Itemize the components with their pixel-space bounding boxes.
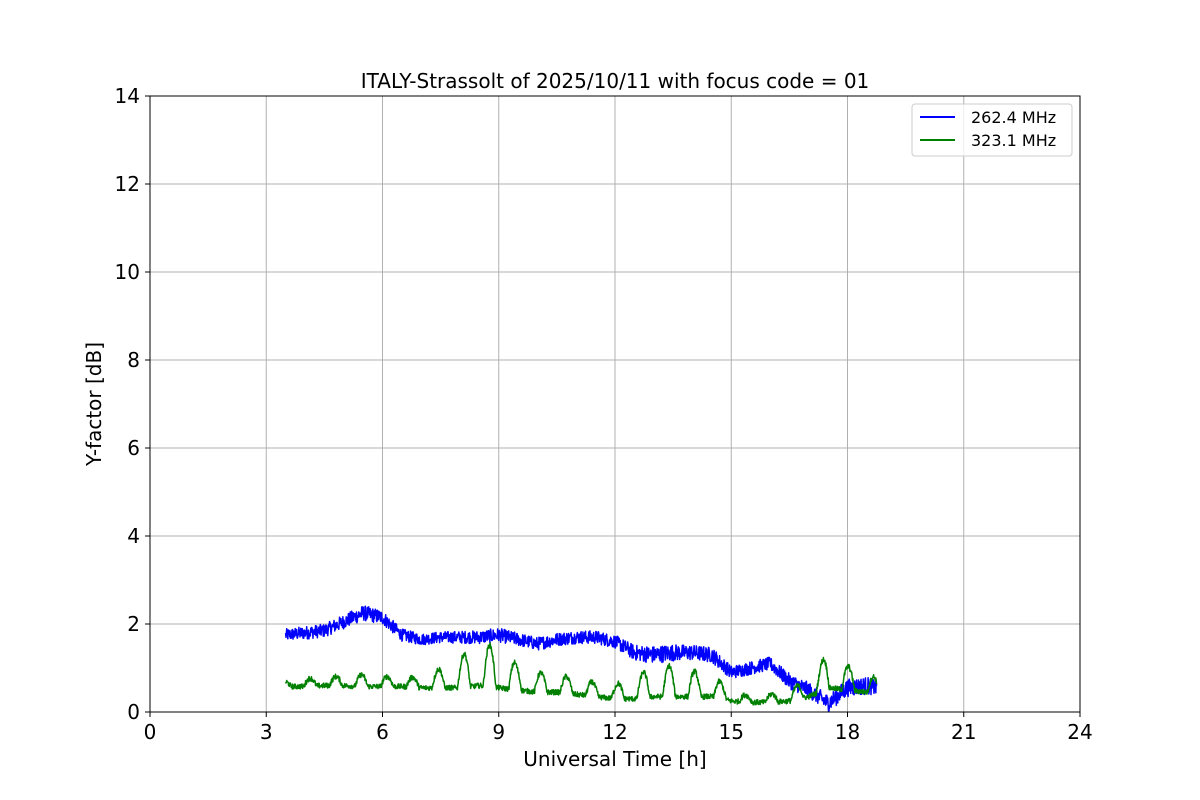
x-axis-label: Universal Time [h] <box>523 747 706 771</box>
y-tick-label: 4 <box>127 524 140 548</box>
chart-title: ITALY-Strassolt of 2025/10/11 with focus… <box>361 69 870 93</box>
series-line-323-1-mhz <box>284 642 878 706</box>
y-tick-label: 0 <box>127 700 140 724</box>
x-tick-label: 0 <box>144 720 157 744</box>
x-tick-label: 18 <box>835 720 860 744</box>
legend-label-323-1: 323.1 MHz <box>971 131 1056 150</box>
y-tick-labels: 0 2 4 6 8 10 12 14 <box>115 84 140 724</box>
y-axis-label: Y-factor [dB] <box>82 342 106 467</box>
y-tick-label: 10 <box>115 260 140 284</box>
y-tick-label: 2 <box>127 612 140 636</box>
series-layer <box>284 605 878 713</box>
legend: 262.4 MHz 323.1 MHz <box>911 103 1073 157</box>
x-tick-label: 6 <box>376 720 389 744</box>
y-tick-label: 6 <box>127 436 140 460</box>
y-tick-label: 14 <box>115 84 140 108</box>
x-tick-label: 9 <box>492 720 505 744</box>
x-tick-label: 12 <box>602 720 627 744</box>
y-tick-label: 12 <box>115 172 140 196</box>
series-line-262-4-mhz <box>284 605 878 713</box>
tick-marks <box>145 95 1081 717</box>
legend-label-262-4: 262.4 MHz <box>971 108 1056 127</box>
x-tick-label: 24 <box>1067 720 1092 744</box>
y-tick-label: 8 <box>127 348 140 372</box>
x-tick-label: 3 <box>260 720 273 744</box>
x-tick-labels: 0 3 6 9 12 15 18 21 24 <box>144 720 1093 744</box>
x-tick-label: 21 <box>951 720 976 744</box>
x-tick-label: 15 <box>719 720 744 744</box>
